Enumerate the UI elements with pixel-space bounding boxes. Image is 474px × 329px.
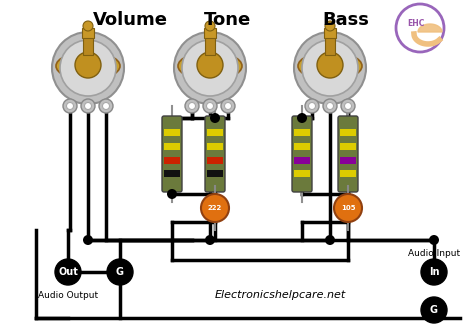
Circle shape <box>325 235 335 245</box>
Text: Out: Out <box>58 267 78 277</box>
Text: G: G <box>116 267 124 277</box>
Bar <box>207 129 223 136</box>
Bar <box>164 170 180 177</box>
FancyBboxPatch shape <box>292 116 312 192</box>
Circle shape <box>205 235 215 245</box>
Bar <box>164 157 180 164</box>
Circle shape <box>396 4 444 52</box>
Circle shape <box>323 99 337 113</box>
FancyBboxPatch shape <box>162 116 182 192</box>
Bar <box>205 33 215 55</box>
Text: Bass: Bass <box>323 11 369 29</box>
Circle shape <box>107 259 133 285</box>
Circle shape <box>197 52 223 78</box>
Circle shape <box>345 103 352 110</box>
Text: Tone: Tone <box>204 11 252 29</box>
Bar <box>340 143 356 150</box>
Circle shape <box>421 297 447 323</box>
FancyBboxPatch shape <box>338 116 358 192</box>
Text: Volume: Volume <box>92 11 167 29</box>
Circle shape <box>83 21 93 31</box>
Bar <box>83 33 93 55</box>
Circle shape <box>63 99 77 113</box>
Bar <box>340 157 356 164</box>
Circle shape <box>55 259 81 285</box>
Circle shape <box>325 21 335 31</box>
Circle shape <box>221 99 235 113</box>
Bar <box>164 143 180 150</box>
Text: Audio Input: Audio Input <box>408 249 460 259</box>
Bar <box>340 170 356 177</box>
Ellipse shape <box>56 52 120 80</box>
Circle shape <box>225 103 231 110</box>
Circle shape <box>203 99 217 113</box>
Bar <box>294 129 310 136</box>
Circle shape <box>201 194 229 222</box>
Circle shape <box>207 103 213 110</box>
Circle shape <box>317 52 343 78</box>
Text: 222: 222 <box>208 205 222 211</box>
Circle shape <box>182 40 238 96</box>
Bar <box>324 28 336 38</box>
Bar <box>294 157 310 164</box>
Circle shape <box>174 32 246 104</box>
Text: 105: 105 <box>341 205 355 211</box>
Bar <box>207 143 223 150</box>
Ellipse shape <box>178 52 242 80</box>
Bar <box>82 28 94 38</box>
Text: Audio Output: Audio Output <box>38 291 98 299</box>
Circle shape <box>84 103 91 110</box>
Bar <box>204 28 216 38</box>
Circle shape <box>305 99 319 113</box>
Circle shape <box>294 32 366 104</box>
Circle shape <box>66 103 73 110</box>
Bar <box>325 33 335 55</box>
Circle shape <box>327 103 334 110</box>
Bar <box>164 129 180 136</box>
Circle shape <box>210 113 220 123</box>
Bar <box>207 157 223 164</box>
Circle shape <box>167 189 177 199</box>
Bar <box>294 143 310 150</box>
FancyBboxPatch shape <box>205 116 225 192</box>
Circle shape <box>429 235 439 245</box>
Bar <box>340 129 356 136</box>
Polygon shape <box>418 24 442 32</box>
Circle shape <box>205 21 215 31</box>
Circle shape <box>309 103 316 110</box>
Text: In: In <box>429 267 439 277</box>
Circle shape <box>297 113 307 123</box>
Circle shape <box>302 40 358 96</box>
Bar <box>207 170 223 177</box>
Circle shape <box>99 99 113 113</box>
Circle shape <box>52 32 124 104</box>
Bar <box>294 170 310 177</box>
Text: EHC: EHC <box>407 19 425 29</box>
Circle shape <box>102 103 109 110</box>
Circle shape <box>60 40 116 96</box>
Circle shape <box>421 259 447 285</box>
Circle shape <box>341 99 355 113</box>
Circle shape <box>83 235 93 245</box>
Circle shape <box>185 99 199 113</box>
Circle shape <box>334 194 362 222</box>
Text: Electronicshelpcare.net: Electronicshelpcare.net <box>214 290 346 300</box>
Ellipse shape <box>298 52 362 80</box>
Circle shape <box>189 103 195 110</box>
Text: G: G <box>430 305 438 315</box>
Circle shape <box>81 99 95 113</box>
Circle shape <box>75 52 101 78</box>
